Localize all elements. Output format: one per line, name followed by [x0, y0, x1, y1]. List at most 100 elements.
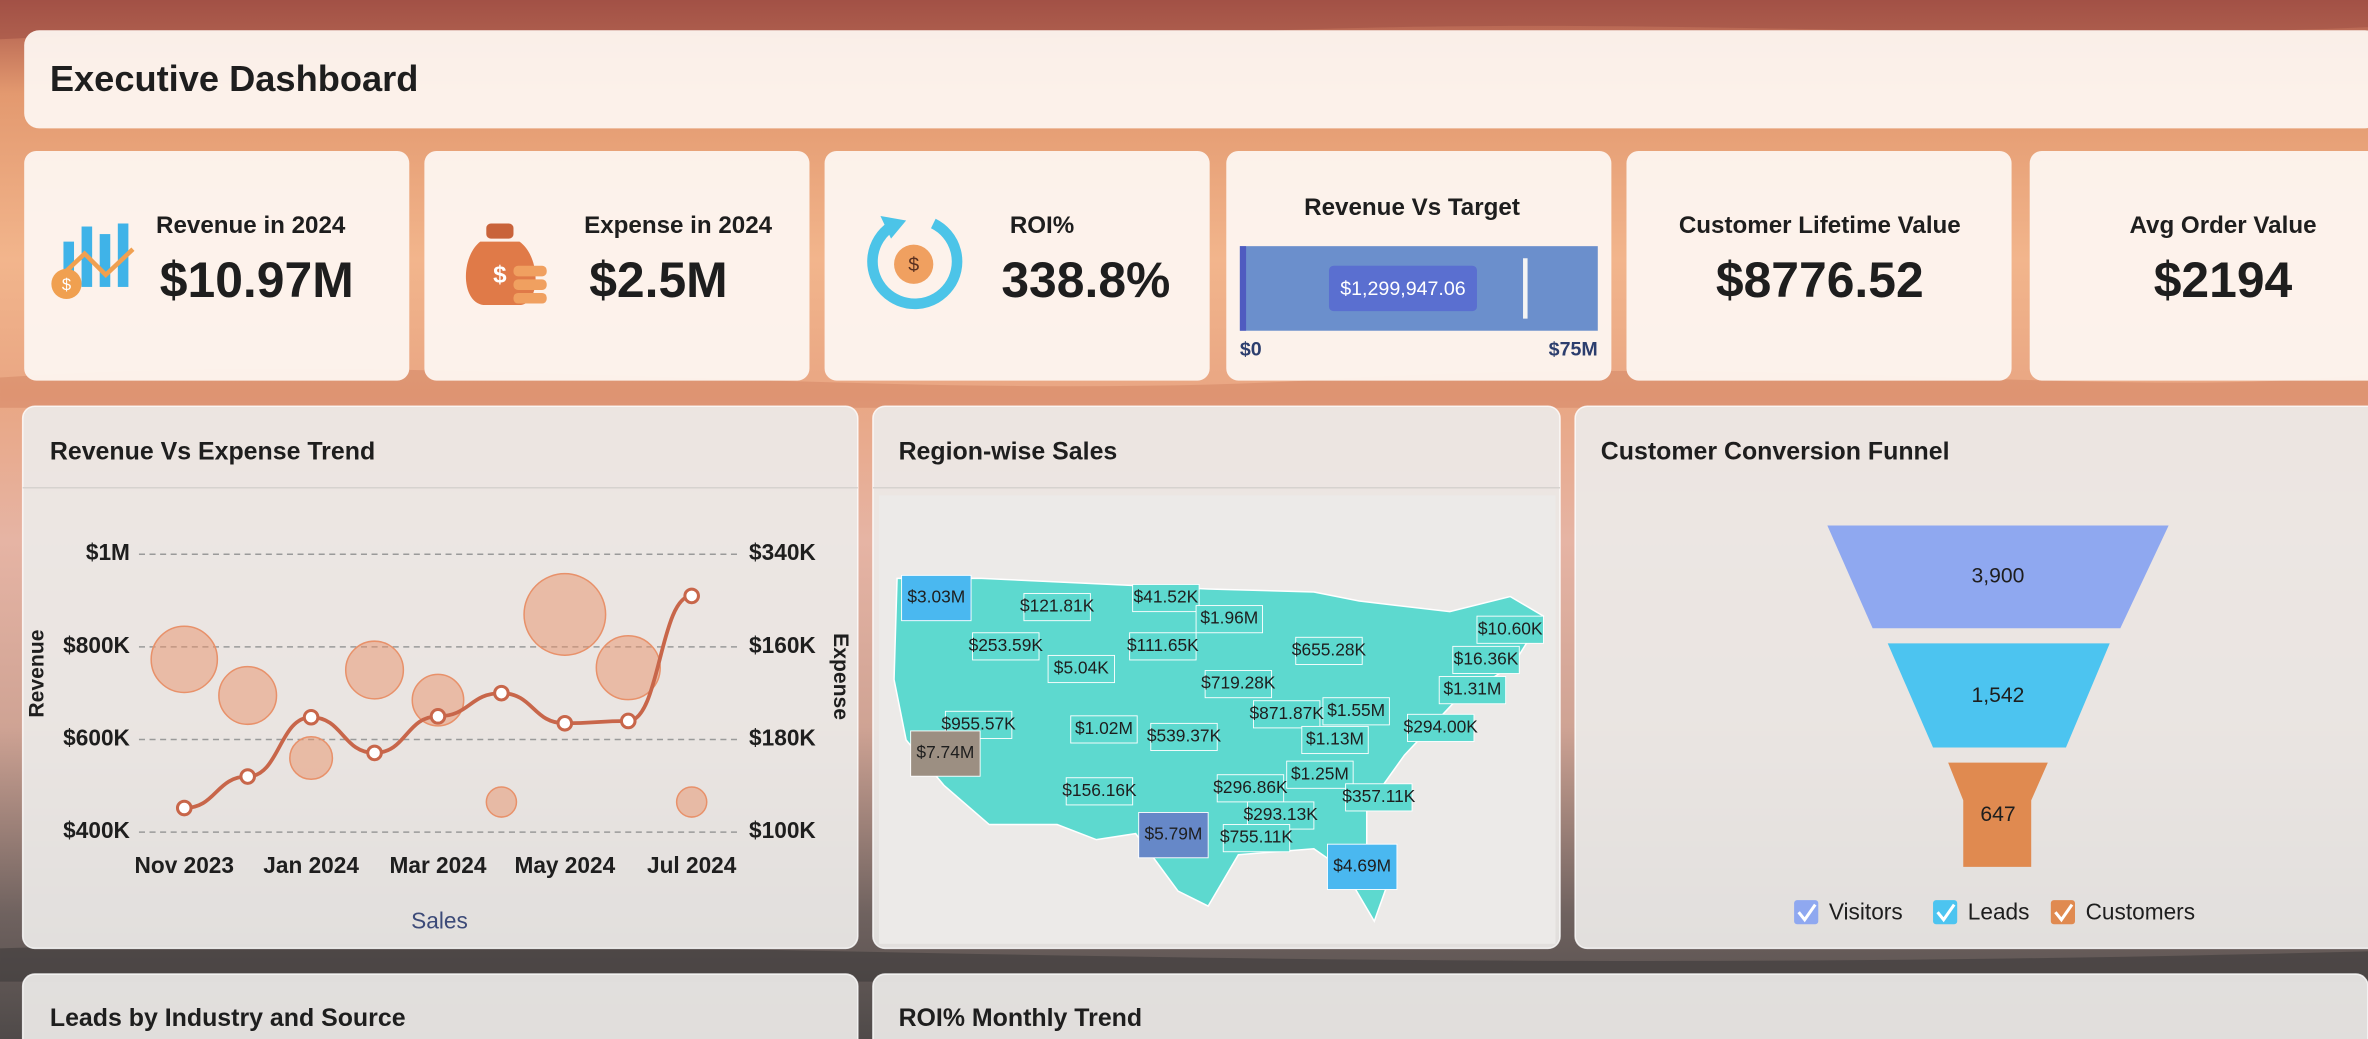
region-label: $296.86K	[1213, 777, 1288, 797]
region	[1295, 636, 1363, 665]
bubble	[150, 625, 219, 694]
bg-shape	[0, 0, 2368, 40]
funnel-label: 3,900	[1972, 564, 2025, 587]
region-label: $41.52K	[1134, 587, 1199, 607]
region	[1070, 715, 1138, 744]
line-marker	[493, 684, 510, 702]
x-tick-label: May 2024	[514, 852, 615, 878]
y2-tick-label: $180K	[749, 724, 816, 750]
svg-text:$: $	[493, 262, 507, 289]
region	[1476, 615, 1544, 644]
line-marker	[683, 587, 700, 605]
line-marker	[239, 768, 256, 785]
legend-check	[1936, 903, 1956, 923]
region-label: $1.13M	[1306, 729, 1364, 749]
region-label: $253.59K	[969, 635, 1044, 655]
legend-checkbox[interactable]	[2050, 900, 2076, 925]
region-label: $5.79M	[1144, 824, 1202, 844]
bubble	[218, 665, 278, 726]
region	[1047, 654, 1115, 684]
dashboard-title: Executive Dashboard	[50, 58, 419, 99]
y2-tick-label: $340K	[749, 539, 816, 565]
funnel-stage	[1948, 762, 2048, 867]
svg-text:$: $	[908, 254, 919, 276]
legend-checkbox[interactable]	[1794, 900, 1819, 925]
region	[1150, 722, 1218, 752]
region-label: $16.36K	[1454, 649, 1519, 669]
region	[1253, 700, 1321, 729]
region	[901, 574, 972, 622]
region-label: $5.04K	[1054, 658, 1109, 678]
region	[1129, 632, 1197, 661]
region-label: $294.00K	[1404, 716, 1479, 736]
region	[1452, 645, 1520, 674]
funnel-stage	[1827, 525, 2169, 629]
region	[1138, 812, 1209, 859]
bullet-tick-label: $0	[1240, 339, 1262, 361]
region	[1222, 824, 1291, 853]
panel-title: Region-wise Sales	[899, 438, 1118, 466]
kpi-value: $10.97M	[160, 252, 354, 308]
line-marker	[175, 799, 193, 817]
line-marker	[366, 744, 383, 762]
kpi-label: ROI%	[1010, 212, 1074, 239]
region	[1345, 783, 1413, 812]
legend-label[interactable]: Leads	[1968, 899, 2030, 925]
line-marker	[619, 712, 637, 730]
region	[1286, 760, 1354, 789]
revenue-icon: $	[51, 223, 135, 300]
bullet-title: Revenue Vs Target	[1304, 194, 1520, 221]
y-tick-label: $600K	[63, 724, 130, 750]
legend-label[interactable]: Visitors	[1829, 899, 1903, 925]
legend-checkbox[interactable]	[1933, 900, 1958, 925]
expense-icon: $	[465, 223, 547, 306]
roi-icon: $	[867, 215, 963, 310]
y-tick-label: $800K	[63, 632, 130, 658]
kpi-label: Avg Order Value	[2129, 212, 2316, 239]
region-label: $1.25M	[1291, 763, 1349, 783]
svg-text:$: $	[62, 275, 71, 294]
kpi-value: 338.8%	[1001, 252, 1170, 308]
y-tick-label: $400K	[63, 817, 130, 843]
kpi-label: Expense in 2024	[584, 212, 773, 239]
legend-check	[2054, 903, 2074, 923]
region	[1407, 713, 1475, 742]
x-tick-label: Jul 2024	[647, 852, 737, 878]
y2-tick-label: $100K	[749, 817, 816, 843]
region-label: $539.37K	[1147, 726, 1222, 746]
region	[1195, 605, 1263, 634]
line-marker	[429, 708, 447, 725]
kpi-value: $8776.52	[1716, 252, 1924, 308]
region-label: $1.96M	[1200, 608, 1258, 628]
region	[1023, 593, 1091, 622]
region-label: $955.57K	[941, 713, 1016, 733]
region	[1301, 725, 1369, 755]
region-label: $4.69M	[1333, 855, 1391, 875]
kpi-label: Revenue in 2024	[156, 212, 346, 239]
bubble	[675, 786, 708, 818]
y2-axis-title: Expense	[829, 633, 852, 720]
region-label: $3.03M	[907, 587, 965, 607]
panel-title: Revenue Vs Expense Trend	[50, 438, 375, 466]
kpi-card	[1626, 151, 2012, 381]
funnel-stage	[1887, 643, 2110, 748]
bubble	[289, 735, 334, 781]
x-tick-label: Jan 2024	[263, 852, 359, 878]
region	[1327, 843, 1398, 890]
x-tick-label: Mar 2024	[390, 852, 487, 878]
bullet-bar	[1239, 246, 1247, 331]
region-label: $156.16K	[1062, 780, 1137, 800]
bubble	[485, 786, 518, 818]
legend-label[interactable]: Customers	[2086, 899, 2195, 925]
kpi-card	[424, 151, 810, 381]
funnel-label: 1,542	[1972, 684, 2025, 707]
y-axis-title: Revenue	[25, 629, 48, 717]
region-label: $1.31M	[1443, 679, 1501, 699]
region	[910, 730, 981, 777]
region-label: $655.28K	[1292, 639, 1367, 659]
region-label: $1.02M	[1075, 718, 1133, 738]
region	[1438, 676, 1507, 705]
region	[1132, 583, 1200, 613]
